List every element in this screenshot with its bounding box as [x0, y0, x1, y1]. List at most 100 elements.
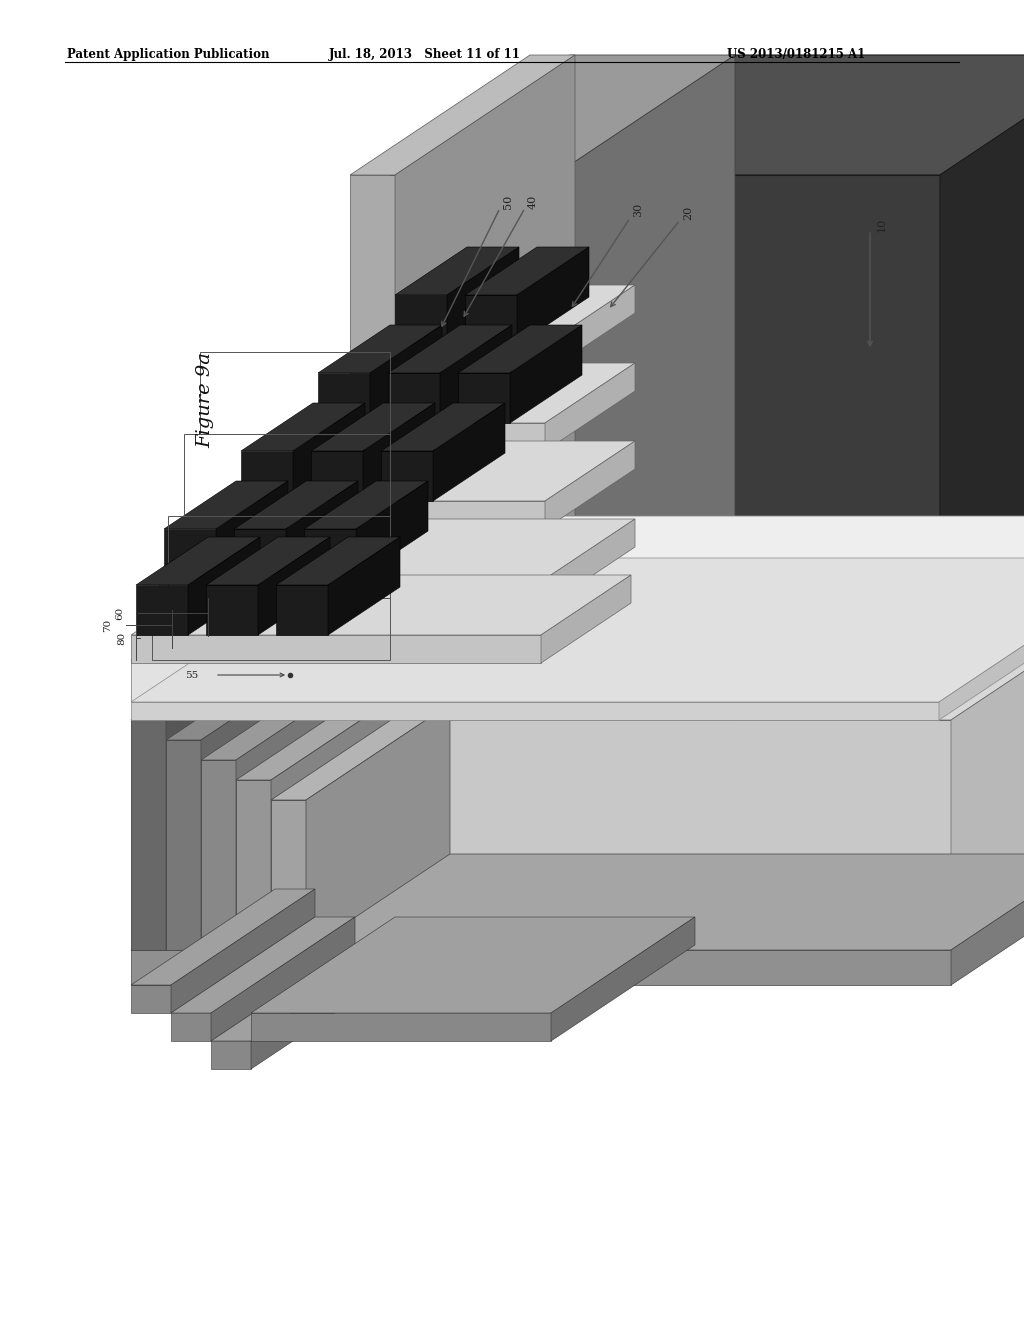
Polygon shape	[131, 624, 310, 719]
Polygon shape	[545, 363, 635, 451]
Polygon shape	[381, 403, 505, 451]
Polygon shape	[951, 576, 1024, 950]
Polygon shape	[131, 888, 315, 985]
Polygon shape	[517, 247, 589, 345]
Polygon shape	[311, 403, 435, 451]
Text: 30: 30	[633, 203, 643, 216]
Polygon shape	[131, 719, 951, 950]
Polygon shape	[550, 176, 940, 855]
Polygon shape	[286, 480, 358, 579]
Polygon shape	[356, 480, 428, 579]
Polygon shape	[201, 664, 380, 760]
Polygon shape	[395, 247, 519, 294]
Polygon shape	[236, 664, 380, 950]
Polygon shape	[447, 247, 519, 345]
Polygon shape	[131, 702, 939, 719]
Polygon shape	[395, 55, 575, 855]
Polygon shape	[271, 684, 415, 950]
Polygon shape	[311, 451, 362, 502]
Text: Patent Application Publication: Patent Application Publication	[67, 48, 269, 61]
Polygon shape	[306, 704, 450, 950]
Polygon shape	[241, 451, 293, 502]
Polygon shape	[171, 917, 355, 1012]
Polygon shape	[939, 558, 1024, 719]
Polygon shape	[951, 854, 1024, 985]
Polygon shape	[131, 985, 171, 1012]
Polygon shape	[211, 1041, 251, 1069]
Polygon shape	[131, 660, 939, 702]
Polygon shape	[131, 719, 166, 950]
Polygon shape	[131, 558, 1024, 702]
Polygon shape	[541, 576, 631, 663]
Polygon shape	[236, 441, 635, 502]
Polygon shape	[234, 480, 358, 529]
Polygon shape	[206, 585, 258, 635]
Polygon shape	[188, 537, 260, 635]
Text: 40: 40	[528, 195, 538, 209]
Polygon shape	[234, 529, 286, 579]
Polygon shape	[276, 537, 400, 585]
Polygon shape	[251, 917, 695, 1012]
Polygon shape	[390, 176, 555, 855]
Polygon shape	[211, 917, 355, 1041]
Polygon shape	[166, 624, 310, 950]
Text: 10: 10	[877, 218, 887, 232]
Text: US 2013/0181215 A1: US 2013/0181215 A1	[727, 48, 865, 61]
Polygon shape	[131, 635, 541, 663]
Polygon shape	[236, 780, 271, 950]
Polygon shape	[551, 917, 695, 1041]
Polygon shape	[318, 325, 442, 374]
Polygon shape	[159, 519, 635, 579]
Polygon shape	[545, 285, 635, 374]
Polygon shape	[458, 374, 510, 422]
Polygon shape	[136, 537, 260, 585]
Polygon shape	[545, 519, 635, 607]
Polygon shape	[241, 403, 365, 451]
Polygon shape	[510, 325, 582, 422]
Polygon shape	[216, 480, 288, 579]
Text: 60: 60	[116, 606, 125, 619]
Polygon shape	[136, 585, 188, 635]
Polygon shape	[293, 403, 365, 502]
Polygon shape	[251, 1012, 551, 1041]
Polygon shape	[131, 950, 951, 985]
Text: 80: 80	[118, 631, 127, 644]
Polygon shape	[550, 55, 1024, 176]
Text: 55: 55	[185, 671, 199, 680]
Polygon shape	[166, 644, 345, 741]
Polygon shape	[159, 579, 545, 607]
Polygon shape	[271, 800, 306, 950]
Polygon shape	[362, 403, 435, 502]
Polygon shape	[555, 55, 735, 855]
Polygon shape	[251, 945, 395, 1069]
Polygon shape	[201, 760, 236, 950]
Text: 20: 20	[683, 206, 693, 220]
Polygon shape	[390, 55, 735, 176]
Polygon shape	[164, 480, 288, 529]
Polygon shape	[258, 537, 330, 635]
Polygon shape	[131, 516, 1024, 660]
Polygon shape	[395, 294, 447, 345]
Text: 70: 70	[103, 618, 113, 632]
Text: Figure 9a: Figure 9a	[196, 352, 214, 447]
Polygon shape	[276, 585, 328, 635]
Polygon shape	[939, 516, 1024, 702]
Polygon shape	[271, 704, 450, 800]
Polygon shape	[390, 345, 545, 374]
Polygon shape	[328, 537, 400, 635]
Polygon shape	[465, 294, 517, 345]
Polygon shape	[313, 422, 545, 451]
Polygon shape	[131, 576, 631, 635]
Polygon shape	[171, 888, 315, 1012]
Polygon shape	[201, 644, 345, 950]
Polygon shape	[318, 374, 370, 422]
Text: Jul. 18, 2013   Sheet 11 of 11: Jul. 18, 2013 Sheet 11 of 11	[329, 48, 521, 61]
Polygon shape	[164, 529, 216, 579]
Polygon shape	[370, 325, 442, 422]
Polygon shape	[131, 854, 1024, 950]
Polygon shape	[433, 403, 505, 502]
Polygon shape	[545, 441, 635, 529]
Polygon shape	[440, 325, 512, 422]
Polygon shape	[166, 741, 201, 950]
Polygon shape	[211, 945, 395, 1041]
